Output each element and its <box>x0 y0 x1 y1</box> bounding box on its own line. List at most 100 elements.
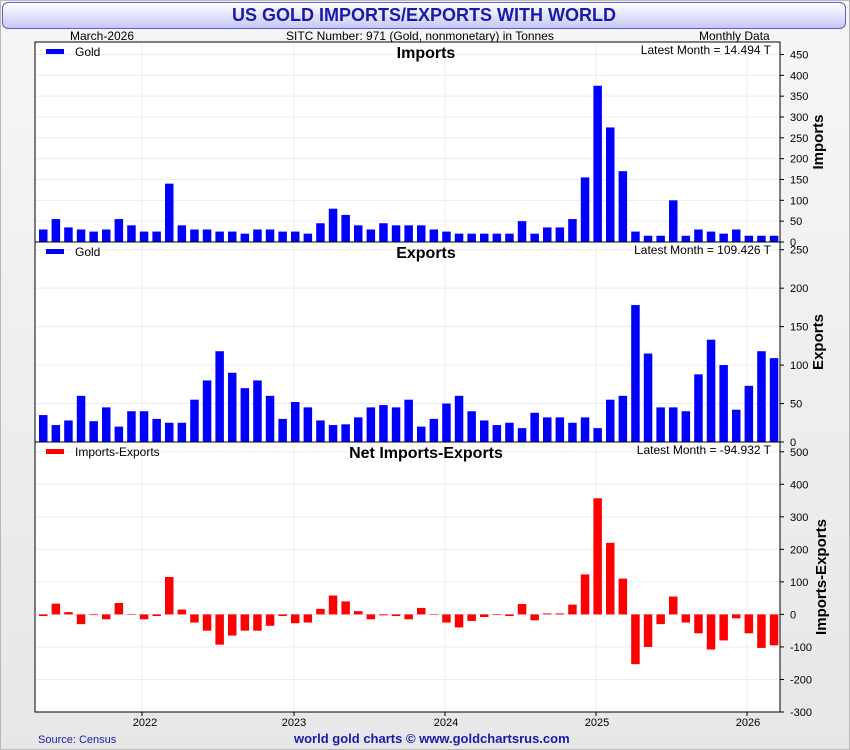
bar-imports <box>568 219 577 242</box>
legend-swatch-net <box>46 449 64 454</box>
bar-net <box>291 614 300 624</box>
y-tick-label: 150 <box>790 175 808 187</box>
x-tick-label: 2026 <box>736 717 760 729</box>
bar-net <box>656 614 665 625</box>
bar-imports <box>215 231 224 242</box>
data-frequency: Monthly Data <box>699 29 770 43</box>
panel-title-imports: Imports <box>397 45 456 62</box>
bar-net <box>341 601 350 615</box>
bar-imports <box>656 235 665 242</box>
y-tick-label: 350 <box>790 91 808 103</box>
bar-imports <box>417 225 426 242</box>
bar-imports <box>316 223 325 242</box>
bar-imports <box>114 219 124 242</box>
bar-imports <box>265 229 275 242</box>
plot-border-net <box>34 441 781 713</box>
panel-exports: 0 50 100 150 200 250 Exports Exports Gold Latest … <box>34 241 827 449</box>
bar-imports <box>454 233 464 242</box>
bar-net <box>278 614 287 617</box>
bar-imports <box>467 233 476 242</box>
latest-month-imports: Latest Month = 14.494 T <box>641 43 772 57</box>
bar-imports <box>517 221 527 242</box>
bar-net <box>152 614 161 617</box>
bar-net <box>694 614 703 634</box>
bar-imports <box>202 229 212 242</box>
bar-exports <box>366 407 376 442</box>
bar-net <box>593 498 602 615</box>
bar-exports <box>744 385 754 442</box>
bar-imports <box>328 208 338 242</box>
bar-net <box>379 614 388 616</box>
bar-exports <box>165 422 174 442</box>
bar-imports <box>165 183 174 242</box>
y-tick-label: 400 <box>790 479 808 491</box>
bar-imports <box>681 235 691 242</box>
y-tick-label: 400 <box>790 70 808 82</box>
bar-exports <box>669 407 678 442</box>
bar-net <box>404 614 413 620</box>
bar-imports <box>190 229 199 242</box>
bar-net <box>732 614 741 619</box>
bar-net <box>328 595 338 615</box>
chart-title: US GOLD IMPORTS/EXPORTS WITH WORLD <box>232 5 616 25</box>
bar-net <box>228 614 237 636</box>
y-tick-label: 50 <box>790 399 802 411</box>
legend-label-exports: Gold <box>75 245 100 259</box>
bar-exports <box>152 418 161 442</box>
y-tick-label: 0 <box>790 237 796 249</box>
bar-net <box>480 614 489 618</box>
bar-net <box>442 614 451 623</box>
bar-exports <box>76 395 86 442</box>
bar-imports <box>543 227 552 242</box>
bar-net <box>505 614 514 617</box>
credit-line: world gold charts © www.goldchartsrus.co… <box>294 731 570 746</box>
bar-imports <box>530 233 539 242</box>
bar-exports <box>656 407 665 442</box>
bar-exports <box>303 407 313 442</box>
bar-imports <box>769 235 779 242</box>
bar-net <box>530 614 539 621</box>
latest-month-net: Latest Month = -94.932 T <box>637 443 772 457</box>
bar-imports <box>492 233 502 242</box>
bar-exports <box>694 374 703 442</box>
bar-net <box>631 614 640 665</box>
bar-imports <box>593 85 602 242</box>
bar-exports <box>265 395 275 442</box>
bar-net <box>165 577 174 615</box>
bar-net <box>139 614 149 620</box>
bar-imports <box>177 225 187 242</box>
bar-exports <box>606 399 615 442</box>
bar-net <box>643 614 653 647</box>
bar-imports <box>291 231 300 242</box>
bar-exports <box>706 339 716 442</box>
bar-exports <box>530 412 539 442</box>
bar-net <box>681 614 691 623</box>
bar-imports <box>127 225 136 242</box>
bar-exports <box>215 351 224 442</box>
panel-title-net: Net Imports-Exports <box>349 445 503 462</box>
bar-imports <box>89 231 98 242</box>
bar-imports <box>669 200 678 242</box>
bar-exports <box>64 420 73 442</box>
bar-exports <box>253 380 262 442</box>
bar-net <box>391 614 401 617</box>
bar-imports <box>429 229 439 242</box>
bar-net <box>744 614 754 634</box>
bar-exports <box>127 411 136 442</box>
bar-net <box>89 614 98 616</box>
bar-exports <box>404 399 413 442</box>
panel-title-exports: Exports <box>396 245 456 262</box>
y-tick-label: 200 <box>790 154 808 166</box>
panel-net: -300 -200 -100 0 100 200 300 400 500 Imports-Expo… <box>34 441 830 719</box>
bar-imports <box>366 229 376 242</box>
panel-imports: 0 50 100 150 200 250 300 350 400 450 Imports Import… <box>34 41 827 249</box>
bar-net <box>429 614 439 615</box>
bars-imports <box>39 85 779 242</box>
bars-net <box>39 498 779 665</box>
bar-exports <box>341 424 350 442</box>
bar-imports <box>253 229 262 242</box>
bar-net <box>543 613 552 615</box>
legend-label-net: Imports-Exports <box>75 445 160 459</box>
bar-net <box>102 614 111 620</box>
